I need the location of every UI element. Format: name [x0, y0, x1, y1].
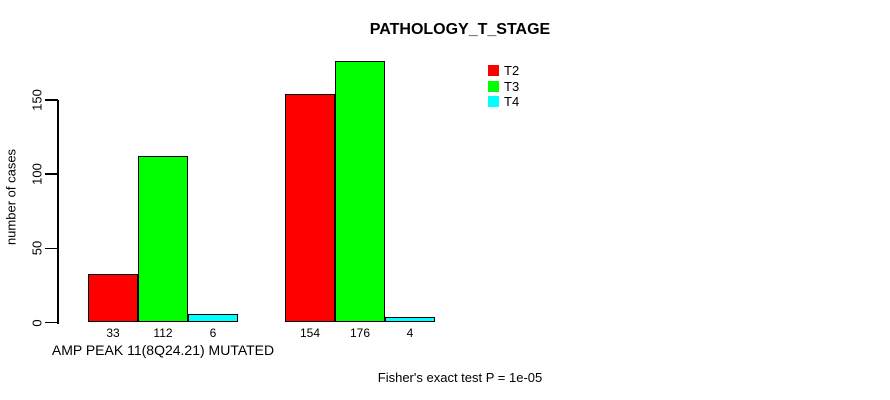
y-axis-tick — [45, 99, 58, 101]
bar-t3-group2 — [335, 61, 385, 323]
bar-t2-group1 — [88, 273, 138, 323]
statistical-test-annotation: Fisher's exact test P = 1e-05 — [377, 370, 543, 385]
legend-item-t3: T3 — [488, 79, 519, 95]
legend: T2 T3 T4 — [488, 63, 519, 110]
bar-value-label: 154 — [299, 326, 321, 340]
legend-item-t2: T2 — [488, 63, 519, 79]
y-axis-tick-label: 0 — [29, 318, 45, 327]
bar-value-label: 6 — [209, 326, 217, 340]
bar-value-label: 112 — [153, 326, 173, 340]
y-axis-tick — [45, 173, 58, 175]
y-axis-tick-label: 150 — [29, 89, 45, 111]
y-axis-tick-label: 50 — [29, 241, 45, 256]
legend-label-t4: T4 — [504, 94, 520, 110]
bar-t3-group1 — [138, 156, 188, 323]
y-axis-tick — [45, 321, 58, 324]
x-category-label: AMP PEAK 11(8Q24.21) MUTATED — [51, 342, 275, 358]
bar-t4-group2 — [385, 316, 435, 323]
bar-t4-group1 — [188, 313, 238, 323]
y-axis-title: number of cases — [3, 148, 19, 246]
bar-value-label: 4 — [406, 326, 414, 340]
legend-swatch-t4 — [488, 96, 499, 108]
legend-item-t4: T4 — [488, 94, 519, 110]
y-axis-tick-label: 100 — [29, 163, 45, 186]
legend-swatch-t3 — [488, 80, 499, 92]
y-axis-line — [57, 100, 59, 324]
legend-swatch-t2 — [488, 65, 499, 77]
bar-t2-group2 — [285, 94, 335, 323]
chart-title: PATHOLOGY_T_STAGE — [369, 21, 551, 38]
legend-label-t3: T3 — [504, 78, 520, 94]
bar-value-label: 176 — [349, 326, 371, 340]
legend-label-t2: T2 — [504, 63, 520, 79]
y-axis-tick — [45, 247, 58, 250]
bar-value-label: 33 — [106, 326, 120, 340]
